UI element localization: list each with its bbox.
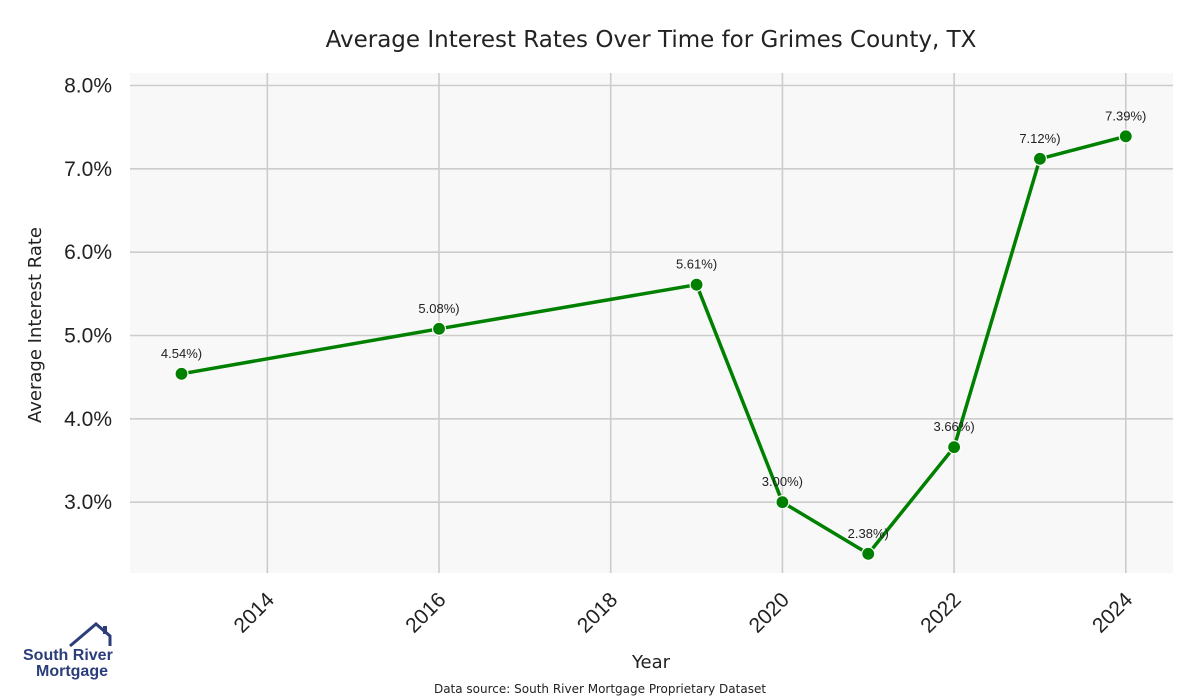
y-tick-label: 7.0%: [64, 158, 112, 181]
grid-lines: [130, 73, 1173, 573]
y-tick-label: 3.0%: [64, 491, 112, 514]
plot-area: [130, 73, 1173, 573]
y-tick-label: 5.0%: [64, 325, 112, 348]
data-point: [775, 495, 790, 510]
data-point: [946, 440, 962, 455]
y-axis-label: Average Interest Rate: [25, 227, 46, 423]
y-tick-labels: 3.0% 4.0% 5.0% 6.0% 7.0% 8.0%: [64, 75, 112, 515]
data-label: 3.00%): [762, 474, 803, 489]
y-tick-label: 6.0%: [64, 241, 112, 264]
source-note: Data source: South River Mortgage Propri…: [434, 682, 766, 696]
data-point: [861, 546, 876, 561]
x-tick-label: 2018: [573, 588, 622, 637]
data-label: 2.38%): [848, 526, 889, 541]
series-line: [181, 134, 1127, 556]
x-tick-label: 2024: [1088, 588, 1138, 638]
x-axis-label: Year: [631, 652, 671, 673]
data-point: [1032, 151, 1048, 166]
logo-line1: South River: [23, 647, 113, 664]
x-tick-label: 2020: [745, 588, 794, 637]
data-label: 5.61%): [676, 257, 717, 272]
data-point: [689, 277, 704, 292]
data-label: 7.39%): [1105, 108, 1146, 123]
data-label: 3.66%): [933, 419, 974, 434]
data-labels: 4.54%) 5.08%) 5.61%) 3.00%) 2.38%) 3.66%) 7.12…: [161, 108, 1146, 540]
data-points: [174, 129, 1133, 561]
x-tick-label: 2016: [401, 588, 450, 637]
x-tick-labels: 2014 2016 2018 2020 2022 2024: [230, 588, 1138, 638]
y-tick-label: 4.0%: [64, 408, 112, 431]
x-tick-label: 2022: [916, 588, 965, 637]
logo: South River Mortgage: [23, 622, 113, 680]
data-point: [1118, 129, 1133, 144]
chart-title: Average Interest Rates Over Time for Gri…: [326, 27, 977, 53]
x-tick-label: 2014: [230, 588, 280, 638]
data-point: [174, 366, 189, 381]
logo-line2: Mortgage: [36, 663, 108, 680]
data-label: 5.08%): [418, 301, 459, 316]
data-point: [431, 321, 447, 336]
data-label: 7.12%): [1019, 131, 1060, 146]
data-label: 4.54%): [161, 346, 202, 361]
chimney-icon: [103, 626, 107, 634]
y-tick-label: 8.0%: [64, 75, 112, 98]
